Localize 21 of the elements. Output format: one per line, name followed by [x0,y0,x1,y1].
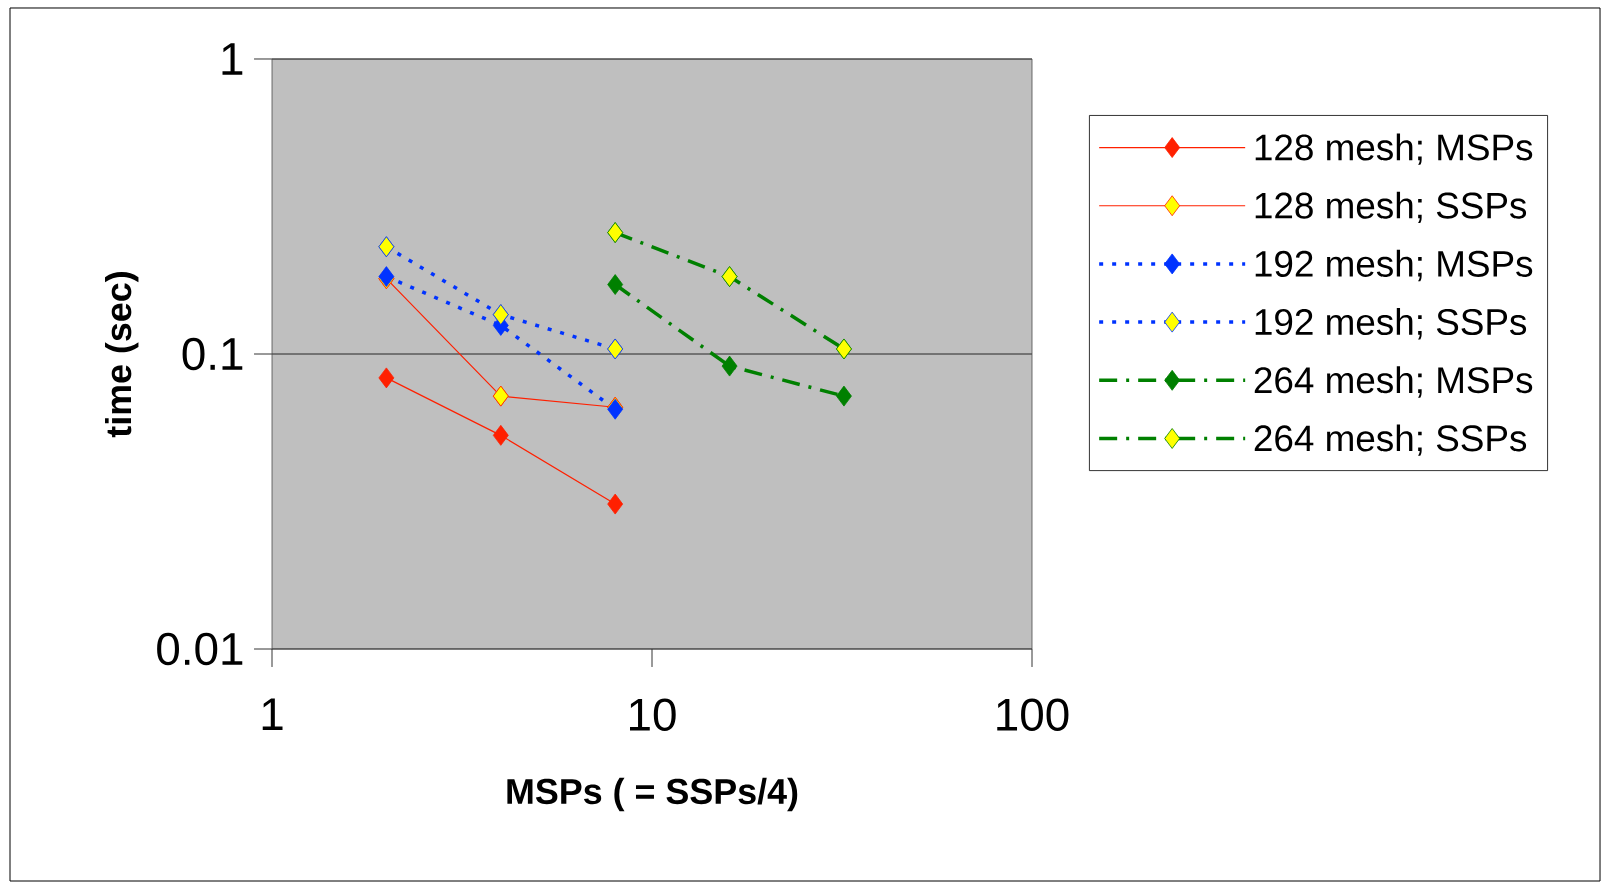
x-tick-label: 100 [997,698,1069,731]
point [607,338,624,360]
x-axis-title: MSPs ( = SSPs/4) [507,777,798,812]
legend-label: 264 mesh; SSPs [1254,424,1527,456]
point [492,424,509,446]
legend-label: 192 mesh; MSPs [1255,249,1533,282]
legend-label: 128 mesh; MSPs [1255,133,1533,165]
legend-label: 264 mesh; MSPs [1254,366,1533,398]
point [607,493,624,515]
point [492,304,509,326]
y-tick-label: 1 [222,43,243,75]
point [378,367,395,389]
legend-label: 192 mesh; SSPs [1255,308,1527,340]
point [492,385,509,407]
legend-label: 128 mesh; SSPs [1255,191,1527,224]
y-tick-label: 0.01 [157,632,243,666]
y-axis-title: time (sec) [105,272,139,438]
y-tick-label: 0.1 [182,337,243,371]
point [378,236,395,258]
x-tick-label: 1 [262,698,283,731]
x-tick-label: 10 [630,698,676,731]
